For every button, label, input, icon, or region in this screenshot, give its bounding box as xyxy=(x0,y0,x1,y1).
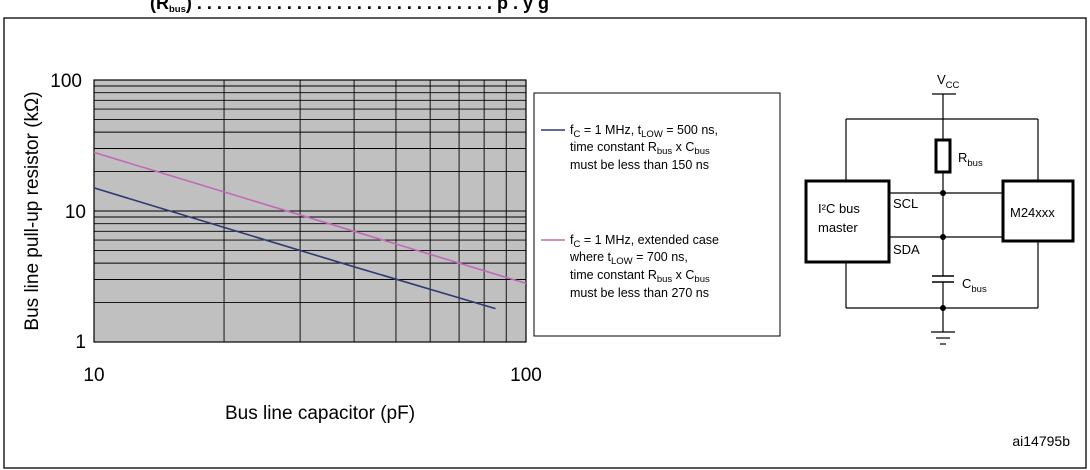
master-label-line2: master xyxy=(818,220,858,235)
rbus-resistor xyxy=(934,138,952,174)
y-tick-label: 100 xyxy=(50,71,82,92)
series-group xyxy=(93,151,527,310)
figure-id: ai14795b xyxy=(1012,433,1070,449)
legend-box xyxy=(533,92,781,337)
chart: 1 10 100 10 100 Bus line capacitor (pF) … xyxy=(22,71,542,424)
legend-entry-2-line2: where tLOW = 700 ns, xyxy=(569,250,688,267)
series-line-500ns xyxy=(93,187,496,310)
scl-label: SCL xyxy=(893,196,918,211)
cbus-label: Cbus xyxy=(962,276,987,295)
m24xxx-label: M24xxx xyxy=(1010,205,1055,220)
header-fragment: (Rbus) . . . . . . . . . . . . . . . . .… xyxy=(150,0,549,15)
legend-entry-1-line3: must be less than 150 ns xyxy=(570,158,709,172)
legend-entry-1-line1: fC = 1 MHz, tLOW = 500 ns, xyxy=(570,123,718,140)
x-tick-label: 10 xyxy=(83,365,104,386)
sda-label: SDA xyxy=(893,242,920,257)
y-axis-title: Bus line pull-up resistor (kΩ) xyxy=(22,91,43,330)
vcc-label: VCC xyxy=(937,72,960,91)
sda-junction xyxy=(940,234,946,240)
y-tick-label: 1 xyxy=(75,332,86,353)
x-axis-title: Bus line capacitor (pF) xyxy=(225,403,415,424)
rbus-label: Rbus xyxy=(958,150,983,169)
y-tick-label: 10 xyxy=(65,202,86,223)
legend-entry-1-line2: time constant Rbus x Cbus xyxy=(570,140,710,157)
master-label-line1: I²C bus xyxy=(818,201,860,216)
series-line-700ns xyxy=(93,151,527,285)
figure-border xyxy=(3,17,1087,469)
x-tick-label: 100 xyxy=(510,365,542,386)
legend-entry-2-line4: must be less than 270 ns xyxy=(570,286,709,300)
i2c-master-box xyxy=(804,179,891,264)
legend-entry-2-line3: time constant Rbus x Cbus xyxy=(570,268,710,285)
legend: fC = 1 MHz, tLOW = 500 ns, time constant… xyxy=(533,92,781,337)
grid xyxy=(93,79,527,343)
legend-entry-2-line1: fC = 1 MHz, extended case xyxy=(570,233,719,250)
i2c-circuit-diagram: VCC Rbus I²C bus master M24xxx SCL SDA C… xyxy=(804,72,1075,345)
ground-junction xyxy=(940,305,946,311)
scl-junction xyxy=(940,190,946,196)
